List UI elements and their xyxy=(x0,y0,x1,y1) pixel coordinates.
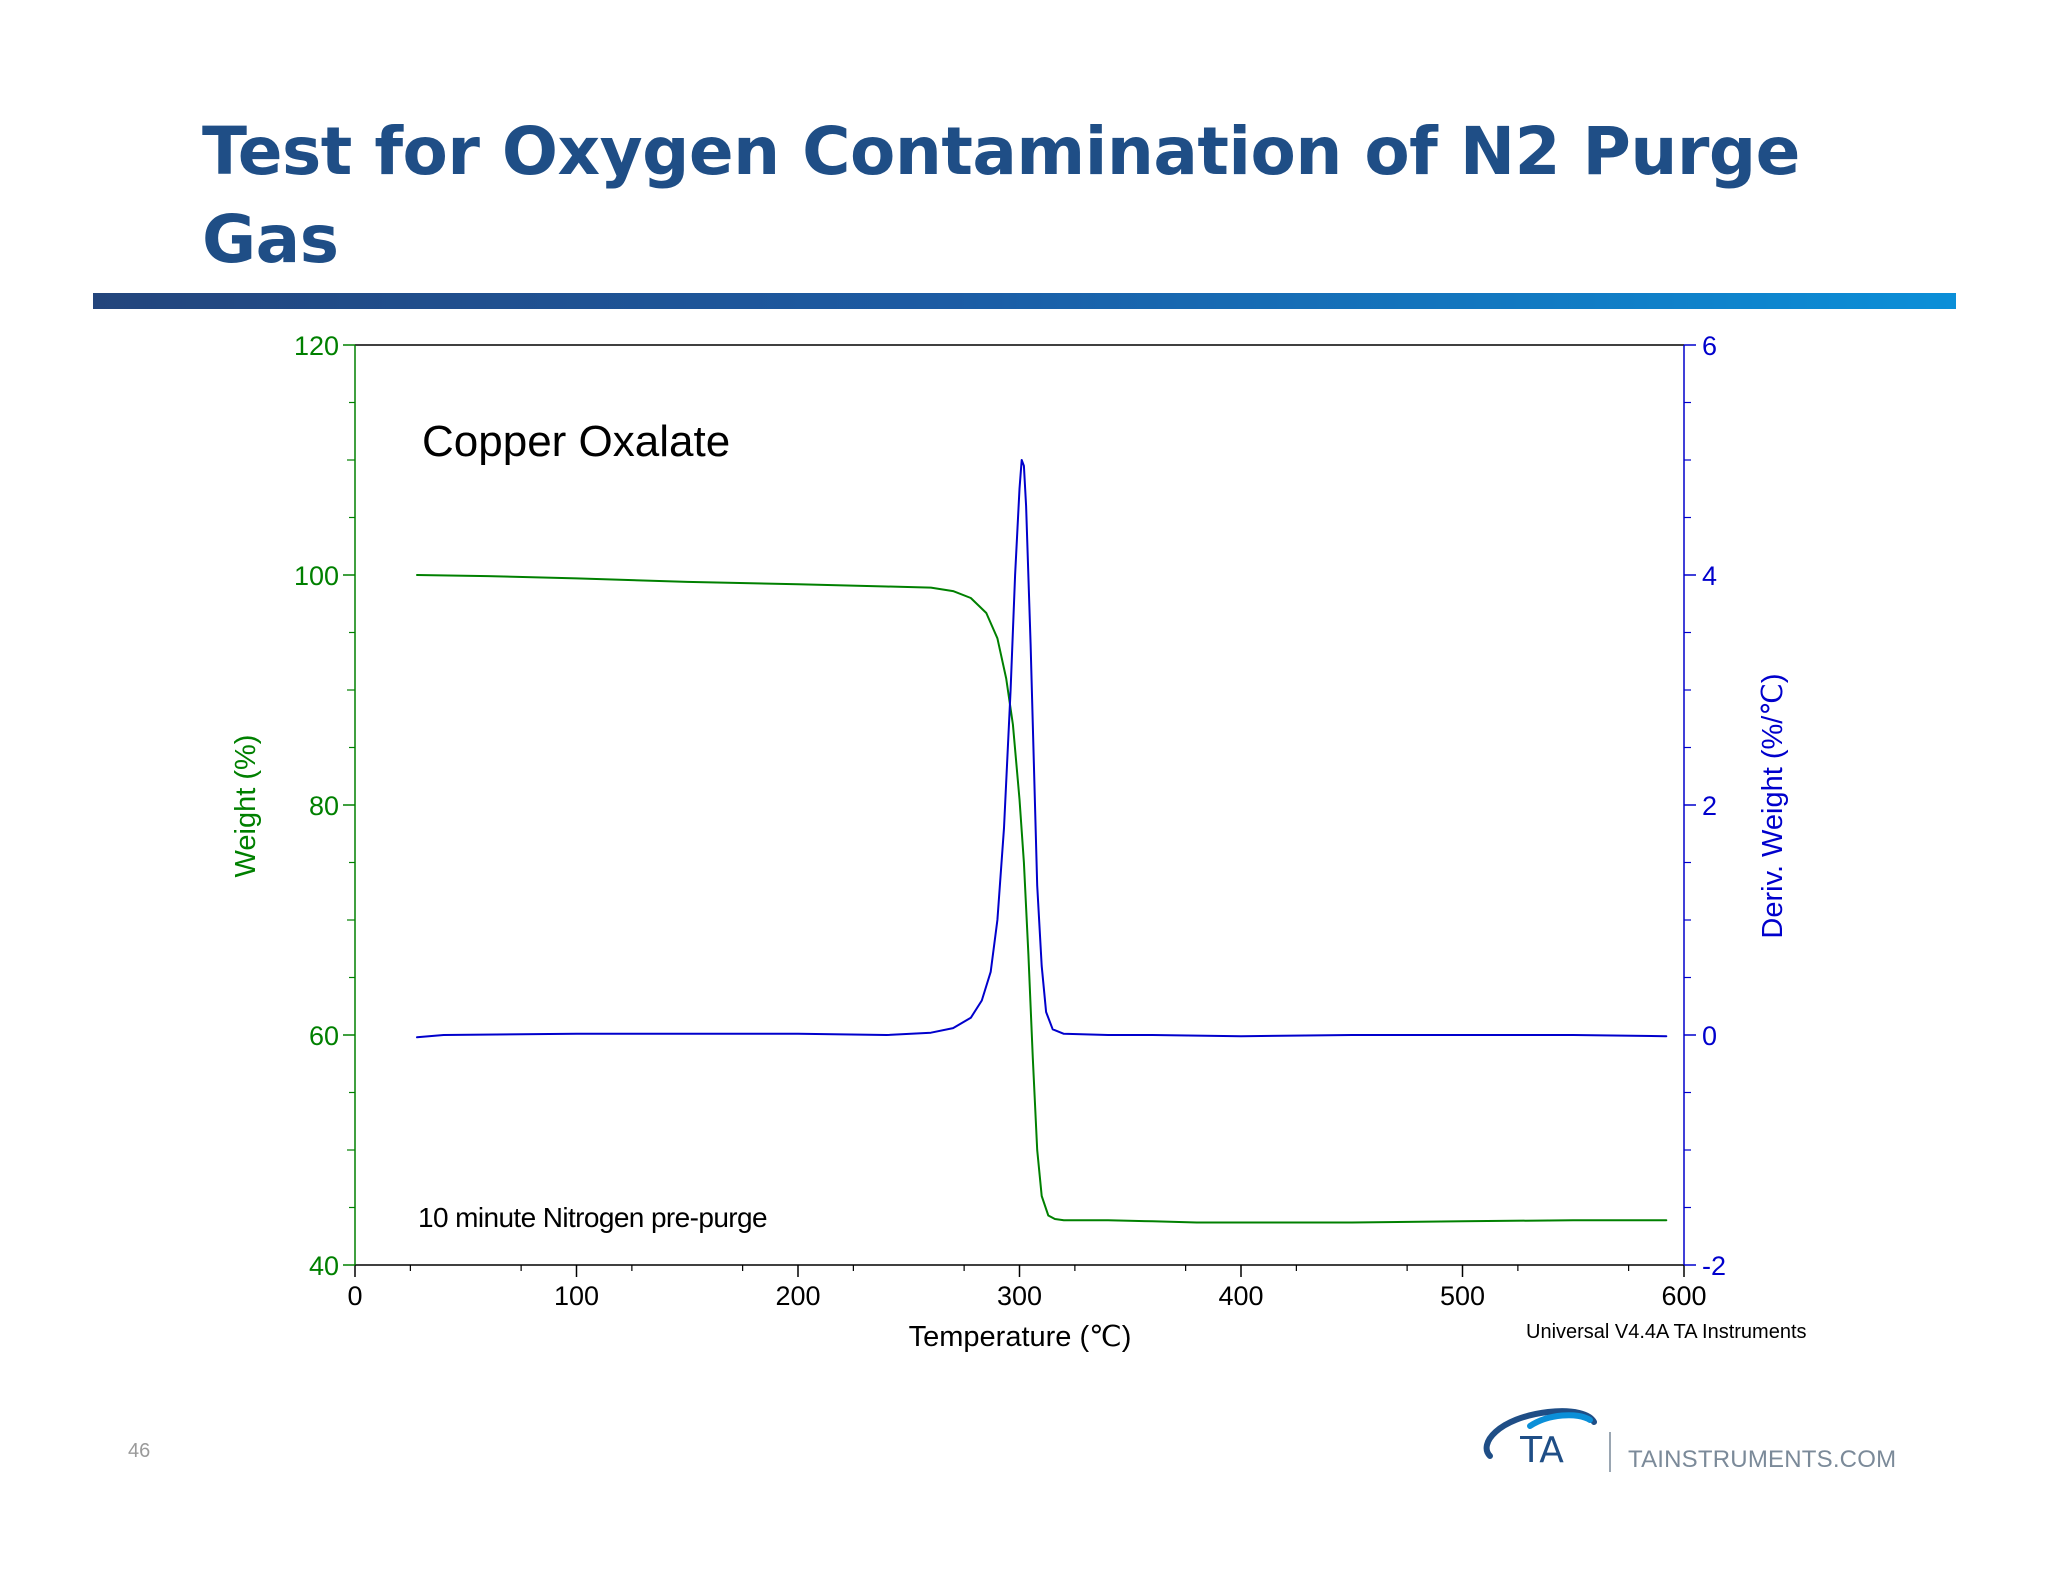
slide-title: Test for Oxygen Contamination of N2 Purg… xyxy=(202,113,1800,278)
purge-annotation: 10 minute Nitrogen pre-purge xyxy=(418,1202,767,1233)
software-version-label: Universal V4.4A TA Instruments xyxy=(1526,1321,1807,1343)
y-right-tick-label: 0 xyxy=(1702,1021,1717,1051)
ta-logo: TA xyxy=(1483,1408,1597,1471)
x-tick-label: 500 xyxy=(1440,1281,1485,1311)
logo-text: TA xyxy=(1519,1430,1564,1471)
logo-divider xyxy=(1609,1432,1611,1472)
axis-tick-labels: 0 100 200 300 400 500 600 40 60 80 100 120 -2 0 2 4 6 xyxy=(294,331,1726,1311)
x-axis-label: Temperature (℃) xyxy=(909,1321,1132,1353)
y-right-tick-label: 2 xyxy=(1702,791,1717,821)
y-axis-left-label: Weight (%) xyxy=(230,735,262,878)
axis-ticks xyxy=(343,344,1696,1277)
weight-line xyxy=(416,574,1668,1224)
y-right-tick-label: 6 xyxy=(1702,331,1717,361)
y-left-tick-label: 40 xyxy=(309,1251,339,1281)
data-series xyxy=(416,459,1668,1224)
x-tick-label: 300 xyxy=(997,1281,1042,1311)
sample-label: Copper Oxalate xyxy=(422,417,730,466)
y-left-tick-label: 100 xyxy=(294,561,339,591)
title-underline-bar xyxy=(93,293,1956,309)
deriv-weight-line xyxy=(416,459,1668,1039)
x-tick-label: 400 xyxy=(1218,1281,1263,1311)
y-left-tick-label: 80 xyxy=(309,791,339,821)
y-axis-right-label: Deriv. Weight (%/℃) xyxy=(1757,673,1789,938)
footer-url[interactable]: TAINSTRUMENTS.COM xyxy=(1628,1446,1897,1473)
x-tick-label: 0 xyxy=(347,1281,362,1311)
y-left-tick-label: 120 xyxy=(294,331,339,361)
x-tick-label: 200 xyxy=(775,1281,820,1311)
page-number: 46 xyxy=(128,1440,151,1462)
y-right-tick-label: 4 xyxy=(1702,561,1717,591)
y-right-tick-label: -2 xyxy=(1702,1251,1726,1281)
x-tick-label: 100 xyxy=(554,1281,599,1311)
x-tick-label: 600 xyxy=(1661,1281,1706,1311)
tga-chart: 0 100 200 300 400 500 600 40 60 80 100 120 -2 0 2 4 6 Co… xyxy=(230,331,1807,1353)
y-left-tick-label: 60 xyxy=(309,1021,339,1051)
